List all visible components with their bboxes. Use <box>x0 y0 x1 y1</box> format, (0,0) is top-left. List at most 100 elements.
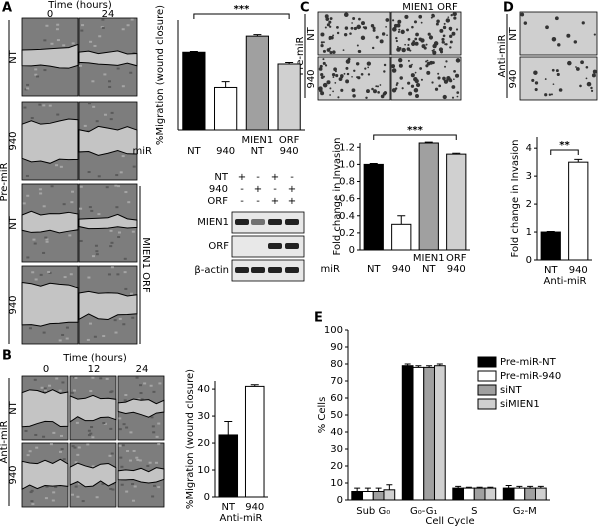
cell <box>367 66 370 69</box>
cell <box>386 34 388 36</box>
bar <box>277 63 301 131</box>
cell <box>334 81 337 84</box>
blot-label: β-actin <box>194 265 229 276</box>
texture <box>74 485 78 488</box>
cell <box>337 96 340 99</box>
cell <box>351 88 356 93</box>
y-axis-label: %Migration (wound closure) <box>155 5 166 145</box>
cell <box>447 16 450 18</box>
cell <box>544 78 547 80</box>
texture <box>154 461 158 464</box>
band <box>268 243 282 249</box>
y-tick-label: 40 <box>197 384 210 395</box>
column-header: MIEN1 ORF <box>402 2 458 13</box>
cell <box>435 22 439 26</box>
cell <box>332 34 335 37</box>
cell <box>320 73 324 77</box>
texture <box>131 483 135 486</box>
texture <box>87 171 91 174</box>
error-bar <box>354 487 361 492</box>
time-value: 24 <box>102 9 115 20</box>
texture <box>44 236 48 239</box>
texture <box>34 73 38 76</box>
x-tick-label: NT <box>422 264 436 275</box>
texture <box>79 185 83 188</box>
cell <box>400 29 405 35</box>
texture <box>122 423 126 426</box>
texture <box>130 292 134 295</box>
x-axis-label: Cell Cycle <box>425 516 474 527</box>
cell <box>579 84 582 88</box>
cell <box>426 70 431 75</box>
texture <box>121 28 125 31</box>
cell <box>332 76 335 79</box>
texture <box>43 387 47 390</box>
bar <box>182 51 206 131</box>
texture <box>89 390 93 393</box>
texture <box>35 446 39 449</box>
cell <box>356 24 362 30</box>
cell <box>423 46 427 50</box>
texture <box>131 499 135 502</box>
texture <box>26 83 30 86</box>
panel-label: C <box>300 1 310 16</box>
cell <box>442 94 447 100</box>
cell <box>352 17 356 20</box>
x-tick-label: 940 <box>569 265 588 276</box>
cell <box>581 21 585 25</box>
cell <box>364 67 367 70</box>
cell <box>415 32 419 37</box>
texture <box>127 201 131 204</box>
texture <box>33 378 37 381</box>
cell <box>414 79 419 84</box>
wound-gap <box>78 213 138 230</box>
significance: *** <box>407 125 423 136</box>
cell <box>548 93 552 96</box>
texture <box>126 24 130 27</box>
texture <box>43 389 47 392</box>
bar <box>534 487 547 501</box>
texture <box>44 497 48 500</box>
cell <box>365 96 368 100</box>
cell <box>338 77 343 81</box>
texture <box>113 319 117 322</box>
cell <box>344 26 349 30</box>
cell <box>318 86 323 91</box>
micrograph <box>317 56 391 101</box>
blot-sign: + <box>271 172 279 183</box>
texture <box>60 434 64 437</box>
cell <box>383 70 386 73</box>
error-bar <box>375 487 382 492</box>
y-tick-label: 1.2 <box>339 142 355 153</box>
texture <box>55 164 59 167</box>
texture <box>103 422 107 425</box>
cell <box>360 72 364 76</box>
x-tick-label: NT <box>187 146 201 157</box>
bar <box>418 142 439 251</box>
texture <box>74 376 78 379</box>
y-tick-label: 10 <box>197 465 210 476</box>
cell <box>324 64 328 67</box>
texture <box>105 377 109 380</box>
bar <box>524 487 536 501</box>
texture <box>80 29 84 32</box>
cell <box>411 63 413 66</box>
texture <box>42 331 46 334</box>
cell <box>398 47 402 50</box>
cell <box>324 26 327 29</box>
significance-bracket <box>550 149 579 155</box>
error-bar <box>369 163 378 165</box>
band <box>251 219 265 225</box>
cell <box>407 59 410 62</box>
group-label: MIEN1 ORF <box>140 237 151 293</box>
band <box>235 267 249 273</box>
row-label: 940 <box>306 69 317 88</box>
error-bar <box>224 420 233 435</box>
texture <box>47 270 51 273</box>
texture <box>38 188 42 191</box>
texture <box>121 155 125 158</box>
x-tick-label: 940 <box>392 264 411 275</box>
cell <box>345 59 351 64</box>
cell <box>449 40 453 44</box>
texture <box>86 338 90 341</box>
